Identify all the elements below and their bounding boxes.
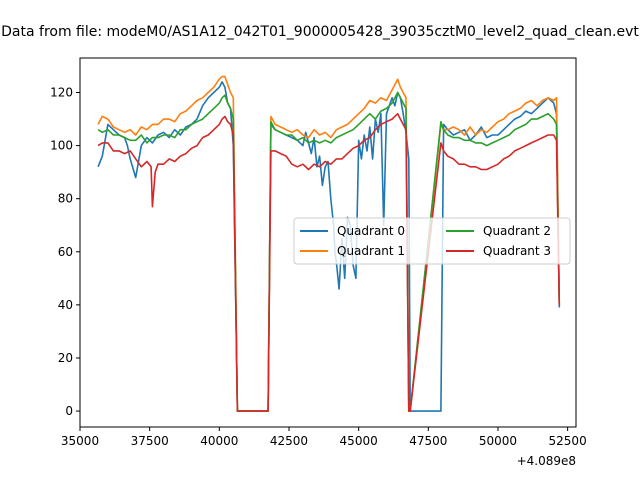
y-tick-label: 60 [58, 245, 73, 259]
legend-label-quadrant-2: Quadrant 2 [483, 224, 551, 238]
y-tick-label: 20 [58, 351, 73, 365]
x-tick-label: 50000 [479, 434, 517, 448]
chart-title: Data from file: modeM0/AS1A12_042T01_900… [1, 24, 639, 40]
y-tick-label: 120 [50, 86, 73, 100]
series-line-quadrant-1 [97, 75, 561, 412]
plot-frame [79, 57, 577, 428]
y-axis: 0 20 40 60 80 100 120 [50, 86, 80, 418]
series-line-quadrant-0 [97, 81, 561, 412]
legend-box [293, 217, 571, 265]
x-axis: 35000 37500 40000 42500 45000 47500 50000 52500 [61, 427, 587, 448]
series-layer [97, 75, 561, 412]
x-tick-label: 35000 [61, 434, 99, 448]
y-tick-label: 100 [50, 139, 73, 153]
y-tick-label: 0 [65, 404, 73, 418]
x-tick-label: 47500 [409, 434, 447, 448]
legend-label-quadrant-3: Quadrant 3 [483, 244, 551, 258]
x-tick-label: 40000 [200, 434, 238, 448]
series-line-quadrant-2 [97, 91, 561, 412]
x-tick-label: 45000 [340, 434, 378, 448]
y-tick-label: 40 [58, 298, 73, 312]
x-offset-label: +4.089e8 [517, 454, 576, 468]
y-tick-label: 80 [58, 192, 73, 206]
legend-label-quadrant-1: Quadrant 1 [337, 244, 405, 258]
x-tick-label: 52500 [549, 434, 587, 448]
legend-label-quadrant-0: Quadrant 0 [337, 224, 405, 238]
x-tick-label: 42500 [270, 434, 308, 448]
series-line-quadrant-3 [97, 112, 561, 412]
legend: Quadrant 0 Quadrant 1 Quadrant 2 Quadrant 3 [293, 217, 571, 265]
x-tick-label: 37500 [131, 434, 169, 448]
